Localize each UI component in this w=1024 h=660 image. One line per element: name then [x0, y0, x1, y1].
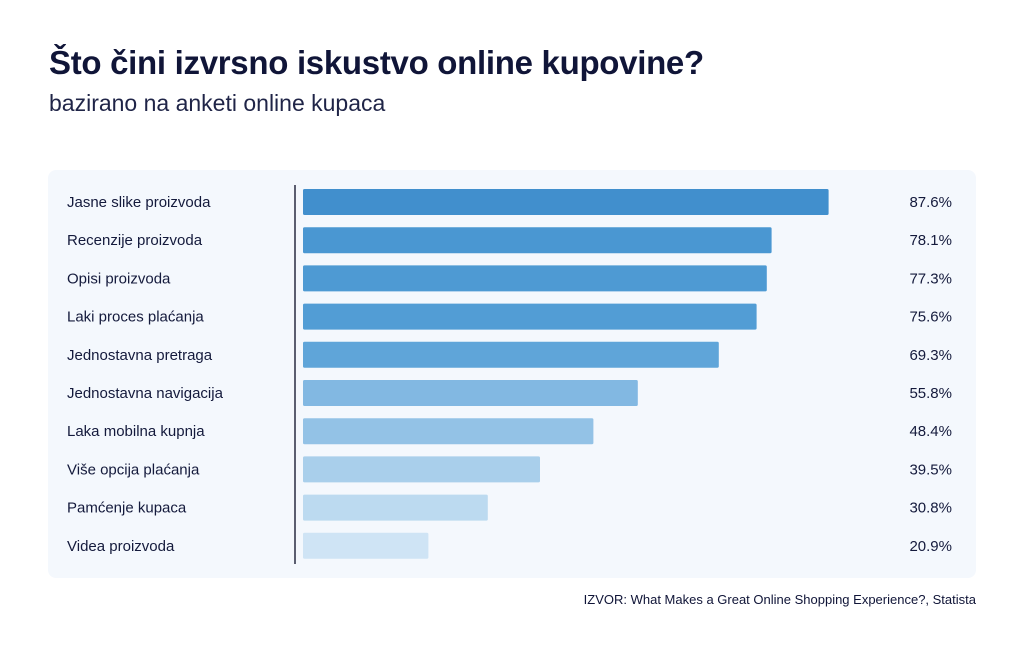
category-label: Laki proces plaćanja [67, 309, 204, 326]
bar [303, 418, 594, 445]
category-axis-line [294, 185, 296, 564]
bar [303, 341, 719, 368]
category-label: Jasne slike proizvoda [67, 194, 211, 211]
value-label: 48.4% [909, 423, 952, 440]
chart-subtitle: bazirano na anketi online kupaca [49, 90, 386, 116]
value-label: 78.1% [909, 232, 952, 249]
value-label: 39.5% [909, 461, 952, 478]
value-label: 30.8% [909, 500, 952, 517]
category-label: Recenzije proizvoda [67, 232, 203, 249]
category-label: Opisi proizvoda [67, 270, 171, 287]
category-label: Jednostavna navigacija [67, 385, 224, 402]
category-label: Više opcija plaćanja [67, 461, 200, 478]
bar [303, 456, 540, 483]
bar [303, 380, 638, 406]
value-label: 75.6% [909, 309, 952, 326]
bar [303, 494, 488, 521]
bar [303, 189, 829, 215]
bar [303, 532, 429, 559]
value-label: 77.3% [909, 270, 952, 287]
value-label: 55.8% [909, 385, 952, 402]
bar [303, 227, 772, 254]
value-label: 87.6% [909, 194, 952, 211]
category-label: Videa proizvoda [67, 538, 175, 555]
value-label: 69.3% [909, 347, 952, 364]
source-note: IZVOR: What Makes a Great Online Shoppin… [583, 592, 976, 607]
bar [303, 303, 757, 330]
chart-title: Što čini izvrsno iskustvo online kupovin… [49, 44, 704, 81]
category-label: Jednostavna pretraga [67, 347, 213, 364]
bar [303, 265, 767, 292]
value-label: 20.9% [909, 538, 952, 555]
category-label: Pamćenje kupaca [67, 500, 187, 517]
category-label: Laka mobilna kupnja [67, 423, 205, 440]
